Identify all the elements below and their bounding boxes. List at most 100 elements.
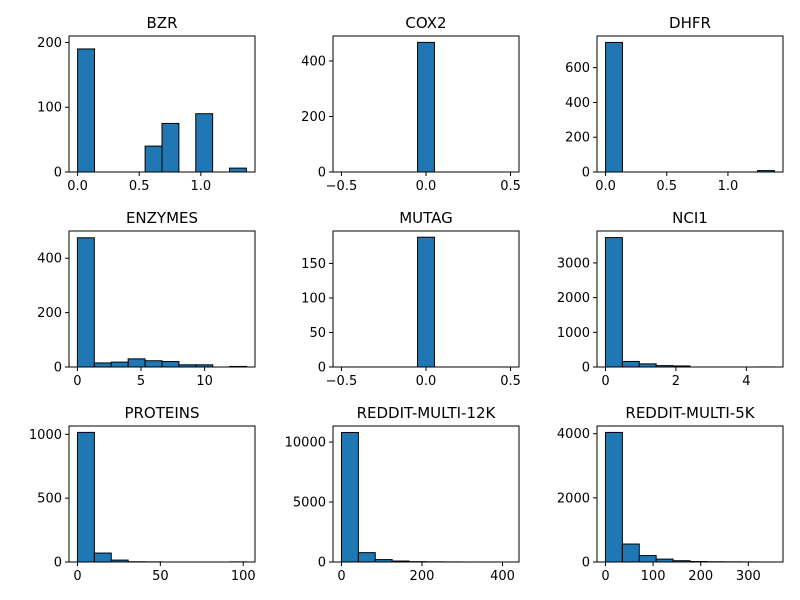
bar-cox2-0 [417,41,435,173]
bar-enzymes-1 [93,362,112,368]
x-tick-label-dhfr-2: 1.0 [718,179,739,194]
x-tick-label-nci1-2: 4 [742,374,750,389]
x-tick-label-proteins-0: 0 [73,569,81,584]
panel-title-reddit-multi-5k: REDDIT-MULTI-5K [625,404,755,422]
panel-title-cox2: COX2 [405,14,446,32]
x-tick-label-cox2-0: −0.5 [326,179,358,194]
y-tick-label-enzymes-1: 200 [37,306,62,321]
panel-nci1: NCI1 0 2 4 0 1000 2000 3000 [557,209,784,389]
panel-title-reddit-multi-12k: REDDIT-MULTI-12K [357,404,497,422]
y-tick-label-mutag-1: 50 [309,326,326,341]
y-tick-label-reddit-multi-5k-2: 4000 [557,427,590,442]
x-tick-label-reddit-multi-12k-1: 200 [410,569,435,584]
x-tick-label-mutag-1: 0.0 [416,374,437,389]
panel-title-enzymes: ENZYMES [126,209,198,227]
y-tick-label-bzr-0: 0 [54,166,62,181]
x-tick-label-reddit-multi-12k-2: 400 [490,569,515,584]
bar-reddit-multi-5k-2 [638,555,657,563]
axes-frame-enzymes [68,230,256,368]
bar-bzr-0 [77,48,95,173]
x-tick-label-enzymes-2: 10 [196,374,213,389]
bar-mutag-0 [417,236,435,368]
y-tick-label-proteins-0: 0 [54,556,62,571]
panel-cox2: COX2 −0.5 0.0 0.5 0 200 400 [301,14,521,194]
panel-enzymes: ENZYMES 0 5 10 0 200 400 [37,209,256,389]
bar-nci1-1 [621,360,640,368]
axes-frame-bzr [68,35,256,173]
axes-frame-dhfr [596,35,784,173]
x-tick-label-proteins-1: 50 [152,569,169,584]
y-tick-label-proteins-2: 1000 [29,428,62,443]
x-tick-label-enzymes-1: 5 [137,374,145,389]
axes-frame-reddit-multi-12k [332,425,520,563]
y-tick-label-nci1-3: 3000 [557,256,590,271]
y-tick-label-enzymes-2: 400 [37,252,62,267]
bar-reddit-multi-5k-1 [621,543,640,563]
bar-enzymes-4 [144,360,163,368]
x-tick-label-nci1-1: 2 [672,374,680,389]
bar-reddit-multi-5k-0 [604,431,623,563]
bar-bzr-5 [161,122,180,173]
x-tick-label-cox2-2: 0.5 [500,179,521,194]
y-tick-label-dhfr-3: 600 [565,61,590,76]
x-tick-label-bzr-1: 0.5 [129,179,150,194]
y-tick-label-cox2-2: 400 [301,54,326,69]
x-tick-label-reddit-multi-12k-0: 0 [337,569,345,584]
y-tick-label-nci1-2: 2000 [557,291,590,306]
y-tick-label-dhfr-0: 0 [582,166,590,181]
panel-reddit-multi-12k: REDDIT-MULTI-12K 0 200 400 0 5000 10000 [285,404,520,584]
x-tick-label-reddit-multi-5k-3: 300 [736,569,761,584]
bar-nci1-0 [604,237,623,368]
panel-title-dhfr: DHFR [669,14,711,32]
x-tick-label-proteins-2: 100 [231,569,256,584]
y-tick-label-mutag-2: 100 [301,291,326,306]
x-tick-label-nci1-0: 0 [601,374,609,389]
panel-title-nci1: NCI1 [672,209,708,227]
y-tick-label-reddit-multi-12k-2: 10000 [285,436,326,451]
y-tick-label-proteins-1: 500 [37,492,62,507]
bar-enzymes-3 [127,358,146,368]
x-tick-label-bzr-2: 1.0 [190,179,211,194]
axes-frame-reddit-multi-5k [596,425,784,563]
x-tick-label-reddit-multi-5k-1: 100 [641,569,666,584]
x-tick-label-reddit-multi-5k-2: 200 [688,569,713,584]
x-tick-label-bzr-0: 0.0 [67,179,88,194]
x-tick-label-mutag-2: 0.5 [500,374,521,389]
x-tick-label-dhfr-1: 0.5 [656,179,677,194]
bar-enzymes-5 [161,361,180,368]
y-tick-label-reddit-multi-5k-1: 2000 [557,491,590,506]
axes-frame-proteins [68,425,256,563]
y-tick-label-reddit-multi-12k-1: 5000 [293,496,326,511]
panel-title-mutag: MUTAG [399,209,453,227]
y-tick-label-reddit-multi-12k-0: 0 [318,556,326,571]
bar-enzymes-2 [110,361,129,368]
y-tick-label-dhfr-1: 200 [565,131,590,146]
y-tick-label-cox2-0: 0 [318,166,326,181]
panel-bzr: BZR 0.0 0.5 1.0 0 100 200 [37,14,256,194]
bar-proteins-1 [93,552,112,563]
y-tick-label-enzymes-0: 0 [54,361,62,376]
bar-dhfr-0 [605,41,623,173]
y-tick-label-mutag-0: 0 [318,361,326,376]
panel-reddit-multi-5k: REDDIT-MULTI-5K 0 100 200 300 0 2000 4000 [557,404,784,584]
y-tick-label-bzr-1: 100 [37,101,62,116]
bar-bzr-4 [144,145,163,173]
x-tick-label-mutag-0: −0.5 [326,374,358,389]
y-tick-label-nci1-0: 0 [582,361,590,376]
bar-bzr-9 [229,167,247,173]
bar-enzymes-0 [76,237,95,368]
bar-reddit-multi-12k-1 [357,552,376,563]
axes-frame-nci1 [596,230,784,368]
bar-bzr-7 [195,113,214,173]
bar-proteins-0 [76,431,95,563]
panel-mutag: MUTAG −0.5 0.0 0.5 0 50 100 150 [301,209,521,389]
panel-title-proteins: PROTEINS [124,404,199,422]
y-tick-label-cox2-1: 200 [301,110,326,125]
x-tick-label-dhfr-0: 0.0 [595,179,616,194]
y-tick-label-bzr-2: 200 [37,36,62,51]
y-tick-label-mutag-3: 150 [301,257,326,272]
y-tick-label-dhfr-2: 400 [565,96,590,111]
